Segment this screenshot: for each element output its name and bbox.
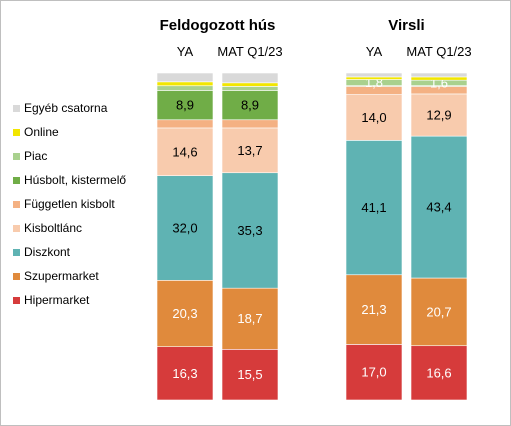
legend-label-szupermarket: Szupermarket (24, 269, 99, 283)
data-label-feldogozott-hus-ya-husbolt-kistermelo: 8,9 (176, 98, 194, 113)
data-label-feldogozott-hus-ya-diszkont: 32,0 (172, 220, 197, 235)
bar-segment-virsli-ya-szupermarket (345, 274, 403, 345)
legend-swatch-fuggetlen-kisbolt (13, 201, 20, 208)
bar-segment-feldogozott-hus-mat-q1-23-piac (221, 86, 279, 91)
legend-label-online: Online (24, 125, 59, 139)
legend-swatch-kisboltlanc (13, 225, 20, 232)
bar-segment-feldogozott-hus-ya-husbolt-kistermelo (156, 90, 214, 121)
bar-segment-virsli-mat-q1-23-diszkont (410, 135, 468, 279)
data-label-virsli-ya-szupermarket: 21,3 (361, 302, 386, 317)
bar-segment-feldogozott-hus-ya-egyeb-csatorna (156, 72, 214, 83)
bar-segment-feldogozott-hus-ya-fuggetlen-kisbolt (156, 119, 214, 129)
bar-segment-virsli-ya-hipermarket (345, 344, 403, 401)
data-label-virsli-mat-q1-23-kisboltlanc: 12,9 (426, 108, 451, 123)
data-label-virsli-mat-q1-23-hipermarket: 16,6 (426, 365, 451, 380)
legend-label-husbolt-kistermelo: Húsbolt, kistermelő (24, 173, 126, 187)
bar-segment-virsli-ya-online (345, 76, 403, 80)
legend-swatch-diszkont (13, 249, 20, 256)
data-label-virsli-ya-hipermarket: 17,0 (361, 365, 386, 380)
legend-swatch-szupermarket (13, 273, 20, 280)
bar-segment-feldogozott-hus-mat-q1-23-szupermarket (221, 287, 279, 350)
group-title-feldogozott-hus: Feldogozott hús (160, 17, 276, 34)
legend-swatch-piac (13, 153, 20, 160)
group-gap (283, 73, 339, 400)
bar-segment-virsli-mat-q1-23-egyeb-csatorna (410, 72, 468, 78)
data-label-virsli-mat-q1-23-diszkont: 43,4 (426, 200, 451, 215)
legend-label-hipermarket: Hipermarket (24, 293, 90, 307)
legend-label-piac: Piac (24, 149, 47, 163)
bar-segment-feldogozott-hus-mat-q1-23-hipermarket (221, 349, 279, 401)
bar-segment-feldogozott-hus-mat-q1-23-online (221, 82, 279, 87)
legend-label-kisboltlanc: Kisboltlánc (24, 221, 82, 235)
bar-segment-feldogozott-hus-ya-piac (156, 85, 214, 91)
bar-segment-feldogozott-hus-mat-q1-23-kisboltlanc (221, 127, 279, 174)
legend-swatch-husbolt-kistermelo (13, 177, 20, 184)
bar-segment-feldogozott-hus-mat-q1-23-diszkont (221, 172, 279, 289)
bar-segment-virsli-mat-q1-23-hipermarket (410, 345, 468, 401)
bar-segment-feldogozott-hus-ya-online (156, 81, 214, 87)
legend-label-diszkont: Diszkont (24, 245, 71, 259)
data-label-feldogozott-hus-mat-q1-23-hipermarket: 15,5 (237, 367, 262, 382)
bar-segment-feldogozott-hus-ya-kisboltlanc (156, 127, 214, 176)
bar-segment-virsli-ya-kisboltlanc (345, 94, 403, 141)
legend-swatch-online (13, 129, 20, 136)
column-label-virsli-mat-q1-23: MAT Q1/23 (406, 44, 471, 59)
group-title-virsli: Virsli (388, 17, 424, 34)
column-label-virsli-ya: YA (366, 44, 383, 59)
data-label-feldogozott-hus-mat-q1-23-husbolt-kistermelo: 8,9 (241, 98, 259, 113)
bar-segment-virsli-mat-q1-23-kisboltlanc (410, 93, 468, 137)
data-label-virsli-mat-q1-23-szupermarket: 20,7 (426, 304, 451, 319)
data-label-virsli-ya-diszkont: 41,1 (361, 200, 386, 215)
data-label-feldogozott-hus-mat-q1-23-diszkont: 35,3 (237, 223, 262, 238)
legend-swatch-egyeb-csatorna (13, 105, 20, 112)
data-label-feldogozott-hus-ya-hipermarket: 16,3 (172, 366, 197, 381)
bar-segment-feldogozott-hus-ya-hipermarket (156, 346, 214, 401)
bar-segment-virsli-mat-q1-23-online (410, 76, 468, 81)
data-label-feldogozott-hus-ya-kisboltlanc: 14,6 (172, 144, 197, 159)
legend-label-egyeb-csatorna: Egyéb csatorna (24, 101, 108, 115)
legend-swatch-hipermarket (13, 297, 20, 304)
data-label-feldogozott-hus-mat-q1-23-szupermarket: 18,7 (237, 311, 262, 326)
bar-segment-feldogozott-hus-ya-diszkont (156, 175, 214, 281)
bar-segment-feldogozott-hus-mat-q1-23-husbolt-kistermelo (221, 90, 279, 121)
bar-segment-virsli-ya-egyeb-csatorna (345, 72, 403, 78)
data-label-feldogozott-hus-mat-q1-23-kisboltlanc: 13,7 (237, 143, 262, 158)
column-label-feldogozott-hus-mat-q1-23: MAT Q1/23 (217, 44, 282, 59)
bar-segment-feldogozott-hus-mat-q1-23-egyeb-csatorna (221, 72, 279, 84)
data-label-virsli-ya-kisboltlanc: 14,0 (361, 110, 386, 125)
data-label-feldogozott-hus-ya-szupermarket: 20,3 (172, 306, 197, 321)
legend-label-fuggetlen-kisbolt: Független kisbolt (24, 197, 115, 211)
bar-segment-virsli-mat-q1-23-szupermarket (410, 277, 468, 347)
bar-segment-feldogozott-hus-mat-q1-23-fuggetlen-kisbolt (221, 119, 279, 129)
column-label-feldogozott-hus-ya: YA (177, 44, 194, 59)
